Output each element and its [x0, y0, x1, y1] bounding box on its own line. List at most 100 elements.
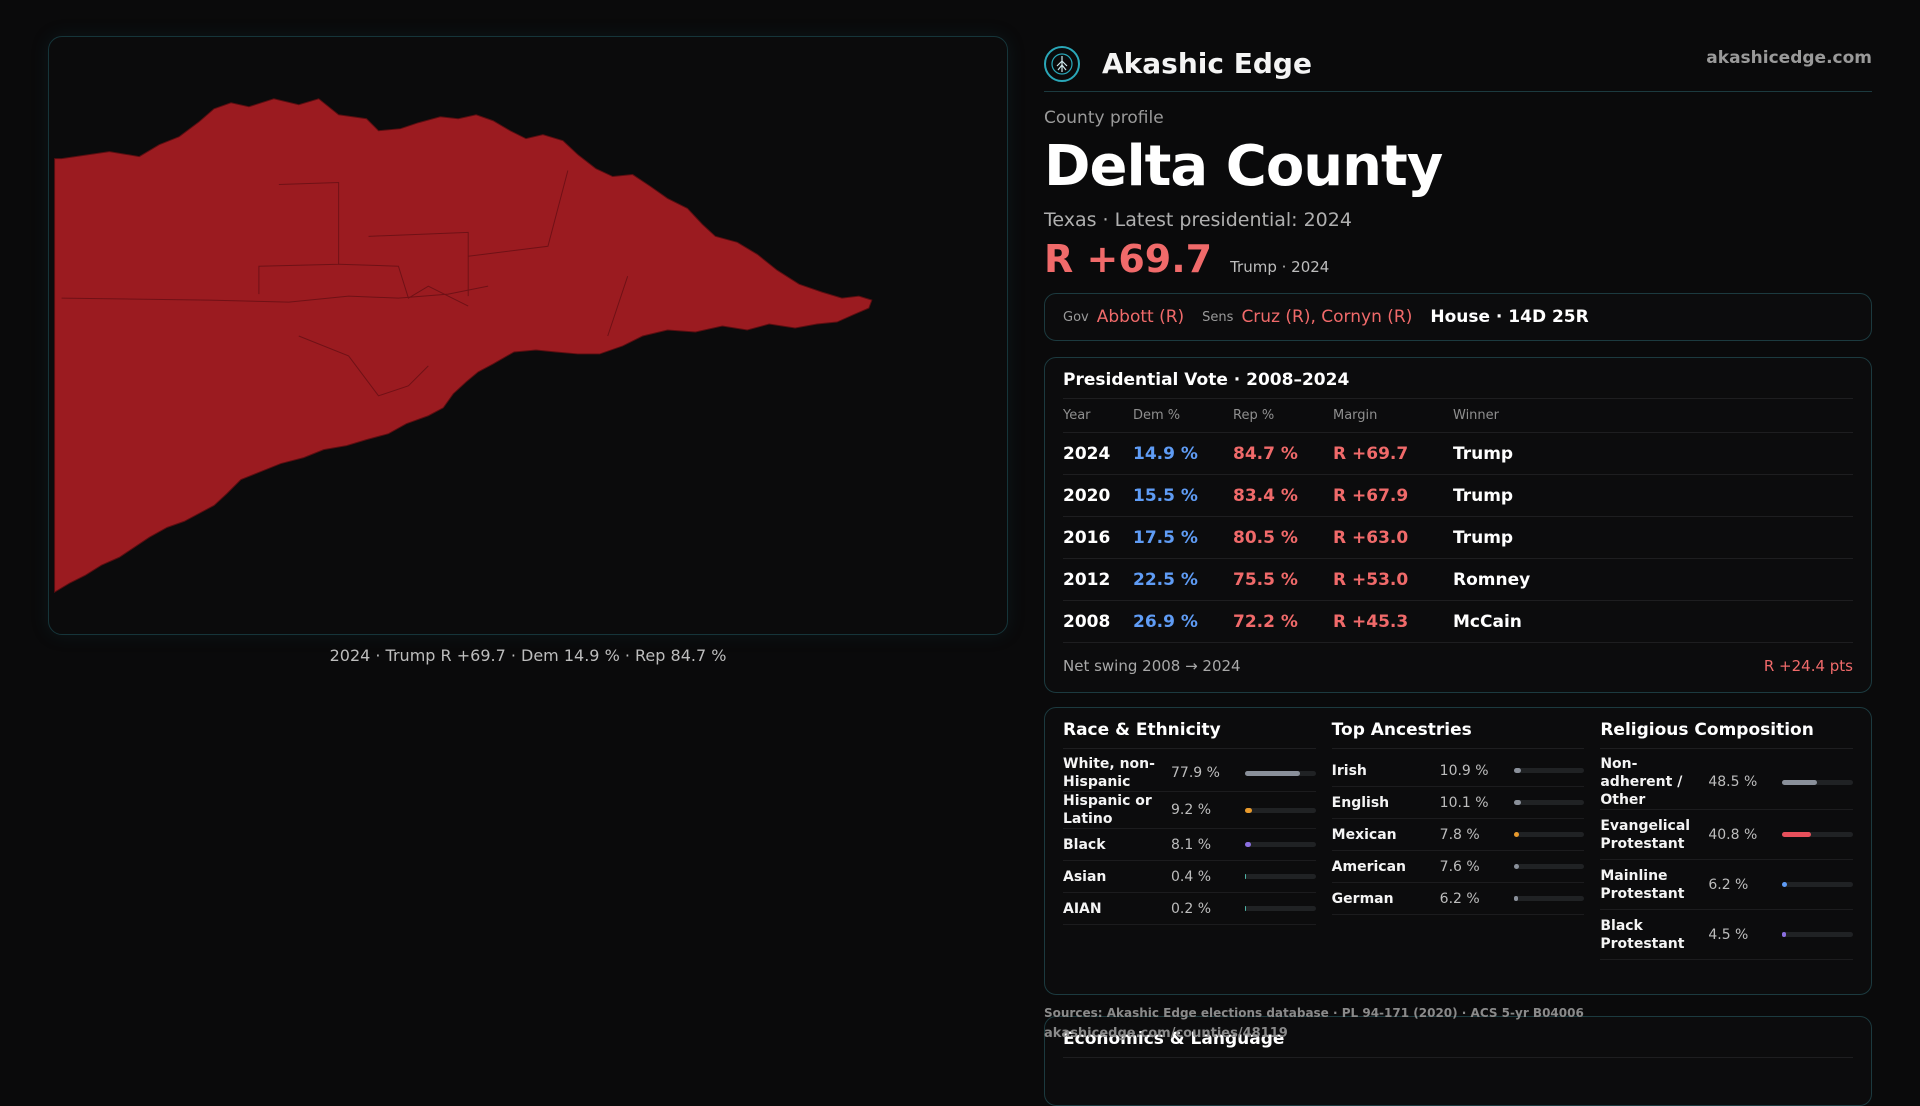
- share-bar: [1782, 932, 1854, 937]
- item-name: Mainline Protestant: [1600, 867, 1685, 902]
- share-bar-fill: [1513, 832, 1520, 837]
- latest-margin-note: Trump · 2024: [1230, 258, 1330, 276]
- map-caption: 2024 · Trump R +69.7 · Dem 14.9 % · Rep …: [329, 646, 727, 665]
- item-name: Black Protestant: [1600, 917, 1685, 952]
- item-name: Non-adherent / Other: [1600, 756, 1683, 808]
- brand-header: Akashic Edge akashicedge.com: [1044, 36, 1872, 92]
- row-margin: R +45.3: [1333, 611, 1409, 632]
- sens-label: Sens: [1202, 309, 1234, 325]
- akashic-tree-icon[interactable]: [1044, 45, 1080, 82]
- row-year: 2020: [1063, 485, 1111, 506]
- share-bar: [1513, 832, 1585, 837]
- item-value: 10.1 %: [1439, 794, 1489, 811]
- item-name: Black: [1063, 836, 1106, 853]
- row-margin: R +53.0: [1333, 569, 1409, 590]
- row-year: 2024: [1063, 443, 1111, 464]
- item-value: 9.2 %: [1171, 802, 1212, 818]
- item-name: Asian: [1063, 868, 1107, 885]
- item-value: 6.2 %: [1708, 876, 1749, 893]
- list-item: Mainline Protestant 6.2 %: [1600, 860, 1854, 910]
- county-map-panel: [48, 36, 1008, 635]
- row-dem: 22.5 %: [1133, 569, 1198, 590]
- share-bar: [1245, 906, 1316, 911]
- table-row: 2012 22.5 % 75.5 % R +53.0 Romney: [1063, 559, 1853, 601]
- source-url-link[interactable]: akashicedge.com/counties/48119: [1044, 1026, 1288, 1041]
- table-row: 2020 15.5 % 83.4 % R +67.9 Trump: [1063, 475, 1853, 517]
- sources-note: Sources: Akashic Edge elections database…: [1044, 1006, 1584, 1020]
- senators-names: Cruz (R), Cornyn (R): [1241, 307, 1413, 327]
- latest-margin: R +69.7 Trump · 2024: [1044, 237, 1872, 281]
- share-bar-fill: [1513, 896, 1519, 901]
- item-name: Hispanic or Latino: [1063, 793, 1152, 827]
- share-bar: [1782, 832, 1854, 837]
- share-bar-fill: [1513, 800, 1521, 805]
- governor-name: Abbott (R): [1096, 307, 1185, 327]
- gov-label: Gov: [1063, 309, 1089, 325]
- list-item: Black Protestant 4.5 %: [1600, 910, 1854, 960]
- item-value: 7.6 %: [1439, 858, 1480, 875]
- col-header-margin: Margin: [1333, 408, 1378, 423]
- row-margin: R +69.7: [1333, 443, 1409, 464]
- share-bar-fill: [1245, 807, 1252, 813]
- share-bar: [1782, 779, 1854, 785]
- presidential-title: Presidential Vote · 2008–2024: [1063, 370, 1853, 399]
- row-winner: McCain: [1453, 611, 1522, 632]
- ancestry-title: Top Ancestries: [1331, 720, 1585, 749]
- page-title: Delta County: [1044, 134, 1443, 199]
- economics-title: Economics & Language: [1063, 1029, 1853, 1058]
- share-bar-fill: [1513, 864, 1520, 869]
- table-row: 2008 26.9 % 72.2 % R +45.3 McCain: [1063, 601, 1853, 643]
- item-name: AIAN: [1063, 900, 1102, 917]
- brand-url-link[interactable]: akashicedge.com: [1706, 48, 1872, 68]
- religion-section: Religious Composition Non-adherent / Oth…: [1600, 720, 1854, 982]
- net-swing-label: Net swing 2008 → 2024: [1063, 657, 1241, 675]
- race-title: Race & Ethnicity: [1063, 720, 1316, 749]
- share-bar-fill: [1782, 779, 1817, 785]
- list-item: Irish 10.9 %: [1331, 755, 1585, 787]
- presidential-vote-card: Presidential Vote · 2008–2024 Year Dem %…: [1044, 357, 1872, 693]
- brand-name[interactable]: Akashic Edge: [1102, 47, 1312, 80]
- latest-margin-value: R +69.7: [1044, 237, 1213, 281]
- row-rep: 80.5 %: [1233, 527, 1298, 548]
- item-value: 10.9 %: [1439, 762, 1489, 779]
- col-header-winner: Winner: [1453, 408, 1500, 423]
- row-rep: 84.7 %: [1233, 443, 1298, 464]
- list-item: American 7.6 %: [1331, 851, 1585, 883]
- row-year: 2012: [1063, 569, 1111, 590]
- row-dem: 26.9 %: [1133, 611, 1198, 632]
- item-name: White, non-Hispanic: [1063, 756, 1155, 790]
- table-row: 2024 14.9 % 84.7 % R +69.7 Trump: [1063, 433, 1853, 475]
- row-winner: Trump: [1453, 527, 1514, 548]
- row-dem: 17.5 %: [1133, 527, 1198, 548]
- row-year: 2016: [1063, 527, 1111, 548]
- row-rep: 75.5 %: [1233, 569, 1298, 590]
- share-bar: [1513, 800, 1585, 805]
- race-list: White, non-Hispanic 77.9 % Hispanic or Lat…: [1063, 755, 1316, 925]
- table-row: 2016 17.5 % 80.5 % R +63.0 Trump: [1063, 517, 1853, 559]
- religion-list: Non-adherent / Other 48.5 % Evangelical Pr…: [1600, 755, 1854, 960]
- list-item: Mexican 7.8 %: [1331, 819, 1585, 851]
- list-item: White, non-Hispanic 77.9 %: [1063, 755, 1316, 792]
- col-header-year: Year: [1063, 408, 1091, 423]
- share-bar-fill: [1782, 932, 1786, 937]
- county-shape[interactable]: [54, 98, 873, 594]
- list-item: Hispanic or Latino 9.2 %: [1063, 792, 1316, 829]
- item-value: 48.5 %: [1708, 774, 1758, 790]
- item-value: 6.2 %: [1439, 890, 1480, 907]
- item-value: 40.8 %: [1708, 826, 1758, 843]
- row-year: 2008: [1063, 611, 1111, 632]
- share-bar-fill: [1245, 842, 1251, 847]
- row-margin: R +63.0: [1333, 527, 1409, 548]
- row-margin: R +67.9: [1333, 485, 1409, 506]
- item-name: Irish: [1331, 762, 1367, 779]
- share-bar: [1513, 864, 1585, 869]
- house-delegation: House · 14D 25R: [1430, 307, 1589, 327]
- ancestry-section: Top Ancestries Irish 10.9 % English 10.1 % M…: [1331, 720, 1585, 982]
- list-item: German 6.2 %: [1331, 883, 1585, 915]
- share-bar: [1513, 768, 1585, 773]
- row-rep: 72.2 %: [1233, 611, 1298, 632]
- item-name: Evangelical Protestant: [1600, 817, 1691, 852]
- share-bar-fill: [1245, 874, 1247, 879]
- row-winner: Trump: [1453, 443, 1514, 464]
- county-subtitle: Texas · Latest presidential: 2024: [1044, 209, 1352, 231]
